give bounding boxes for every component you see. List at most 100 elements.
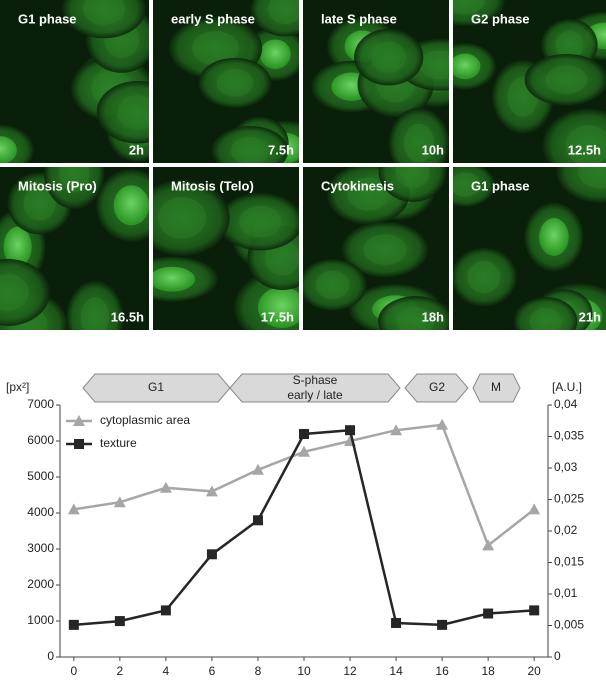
phase-s bbox=[229, 373, 401, 403]
x-tick-label: 2 bbox=[117, 664, 124, 678]
nucleus bbox=[467, 260, 501, 294]
micrograph: Cytokinesis 18h bbox=[303, 167, 449, 330]
phase-g2 bbox=[404, 373, 469, 403]
y2-tick-label: 0,015 bbox=[554, 555, 584, 569]
marker bbox=[114, 616, 125, 627]
marker bbox=[251, 463, 264, 475]
image bbox=[453, 167, 606, 330]
marker bbox=[113, 496, 126, 508]
y-tick-label: 5000 bbox=[27, 469, 54, 483]
marker bbox=[482, 539, 495, 551]
phase-bar: G1 S-phase early / late G2 M bbox=[82, 373, 521, 403]
phase-label: early / late bbox=[287, 388, 343, 402]
image bbox=[303, 167, 449, 330]
phase-label: G2 bbox=[429, 380, 445, 394]
panel-label: G2 phase bbox=[471, 11, 530, 26]
nucleus bbox=[371, 41, 406, 73]
y2-tick-label: 0,03 bbox=[554, 460, 578, 474]
x-tick-label: 14 bbox=[389, 664, 403, 678]
y2-tick-label: 0,02 bbox=[554, 523, 578, 537]
panel-time: 17.5h bbox=[261, 309, 294, 324]
x-tick-label: 18 bbox=[481, 664, 495, 678]
nucleus bbox=[578, 167, 606, 189]
marker bbox=[67, 503, 80, 515]
panel-time: 7.5h bbox=[268, 142, 294, 157]
nucleus bbox=[565, 125, 606, 163]
micrograph: late S phase 10h bbox=[303, 0, 449, 163]
y-tick-label: 6000 bbox=[27, 433, 54, 447]
nucleus bbox=[83, 0, 125, 25]
micrograph: G1 phase 21h bbox=[453, 167, 606, 330]
nucleus bbox=[453, 172, 481, 197]
micrograph: G1 phase 2h bbox=[0, 0, 149, 163]
panel-time: 21h bbox=[579, 309, 601, 324]
panel-label: Mitosis (Telo) bbox=[171, 178, 254, 193]
phase-label: G1 bbox=[148, 380, 164, 394]
marker bbox=[437, 619, 448, 630]
x-tick-label: 6 bbox=[209, 664, 216, 678]
marker bbox=[252, 515, 263, 526]
phase-label: S-phase bbox=[293, 373, 338, 387]
marker bbox=[68, 619, 79, 630]
nucleus bbox=[555, 30, 584, 60]
legend-label: texture bbox=[100, 436, 137, 450]
y2-axis-label: [A.U.] bbox=[552, 380, 582, 394]
x-tick-label: 20 bbox=[528, 664, 542, 678]
x-tick-label: 4 bbox=[163, 664, 170, 678]
y-tick-label: 4000 bbox=[27, 505, 54, 519]
nucleus bbox=[529, 307, 562, 330]
marker bbox=[299, 428, 309, 439]
nucleus bbox=[453, 0, 485, 15]
x-tick-label: 10 bbox=[297, 664, 311, 678]
marker bbox=[298, 445, 310, 457]
legend-marker bbox=[74, 439, 84, 449]
y2-tick-label: 0,005 bbox=[554, 618, 584, 632]
y-tick-label: 3000 bbox=[27, 541, 54, 555]
y2-tick-label: 0,035 bbox=[554, 429, 584, 443]
nucleus bbox=[192, 31, 239, 66]
micrographs: G1 phase 2h early S phase 7.5h late S phase 1… bbox=[0, 0, 606, 330]
y2-tick-label: 0,04 bbox=[554, 397, 578, 411]
nucleus bbox=[230, 137, 270, 163]
marker bbox=[205, 485, 218, 497]
series-line bbox=[73, 423, 535, 548]
x-tick-label: 12 bbox=[343, 664, 357, 678]
nucleus bbox=[395, 167, 430, 189]
nucleus bbox=[117, 95, 149, 130]
micrograph: Mitosis (Telo) 17.5h bbox=[153, 167, 299, 330]
marker bbox=[206, 549, 217, 560]
x-tick-label: 16 bbox=[435, 664, 449, 678]
nucleus bbox=[59, 167, 90, 193]
legend-label: cytoplasmic area bbox=[100, 413, 190, 427]
marker bbox=[436, 418, 449, 430]
nucleus bbox=[113, 185, 149, 226]
nucleus bbox=[396, 307, 435, 330]
marker bbox=[391, 617, 402, 628]
nucleus bbox=[453, 53, 481, 80]
nucleus bbox=[23, 186, 56, 221]
nucleus bbox=[268, 0, 299, 25]
nucleus bbox=[545, 65, 588, 94]
nucleus bbox=[403, 123, 435, 163]
nucleus bbox=[315, 270, 350, 300]
nucleus bbox=[539, 218, 569, 256]
image bbox=[303, 0, 449, 163]
micrograph: Mitosis (Pro) 16.5h bbox=[0, 167, 149, 330]
nucleus bbox=[80, 297, 110, 330]
nucleus bbox=[0, 274, 29, 311]
marker bbox=[345, 425, 356, 436]
image bbox=[453, 0, 606, 163]
panel-time: 12.5h bbox=[568, 142, 601, 157]
marker bbox=[528, 503, 541, 515]
y-tick-label: 0 bbox=[47, 649, 54, 663]
micrograph: G2 phase 12.5h bbox=[453, 0, 606, 163]
nucleus bbox=[264, 240, 299, 276]
y-tick-label: 7000 bbox=[27, 397, 54, 411]
panel-time: 18h bbox=[422, 309, 444, 324]
panel-label: G1 phase bbox=[18, 11, 77, 26]
nucleus bbox=[158, 196, 206, 239]
y-tick-label: 2000 bbox=[27, 577, 54, 591]
marker bbox=[160, 605, 171, 616]
nucleus bbox=[347, 177, 389, 211]
